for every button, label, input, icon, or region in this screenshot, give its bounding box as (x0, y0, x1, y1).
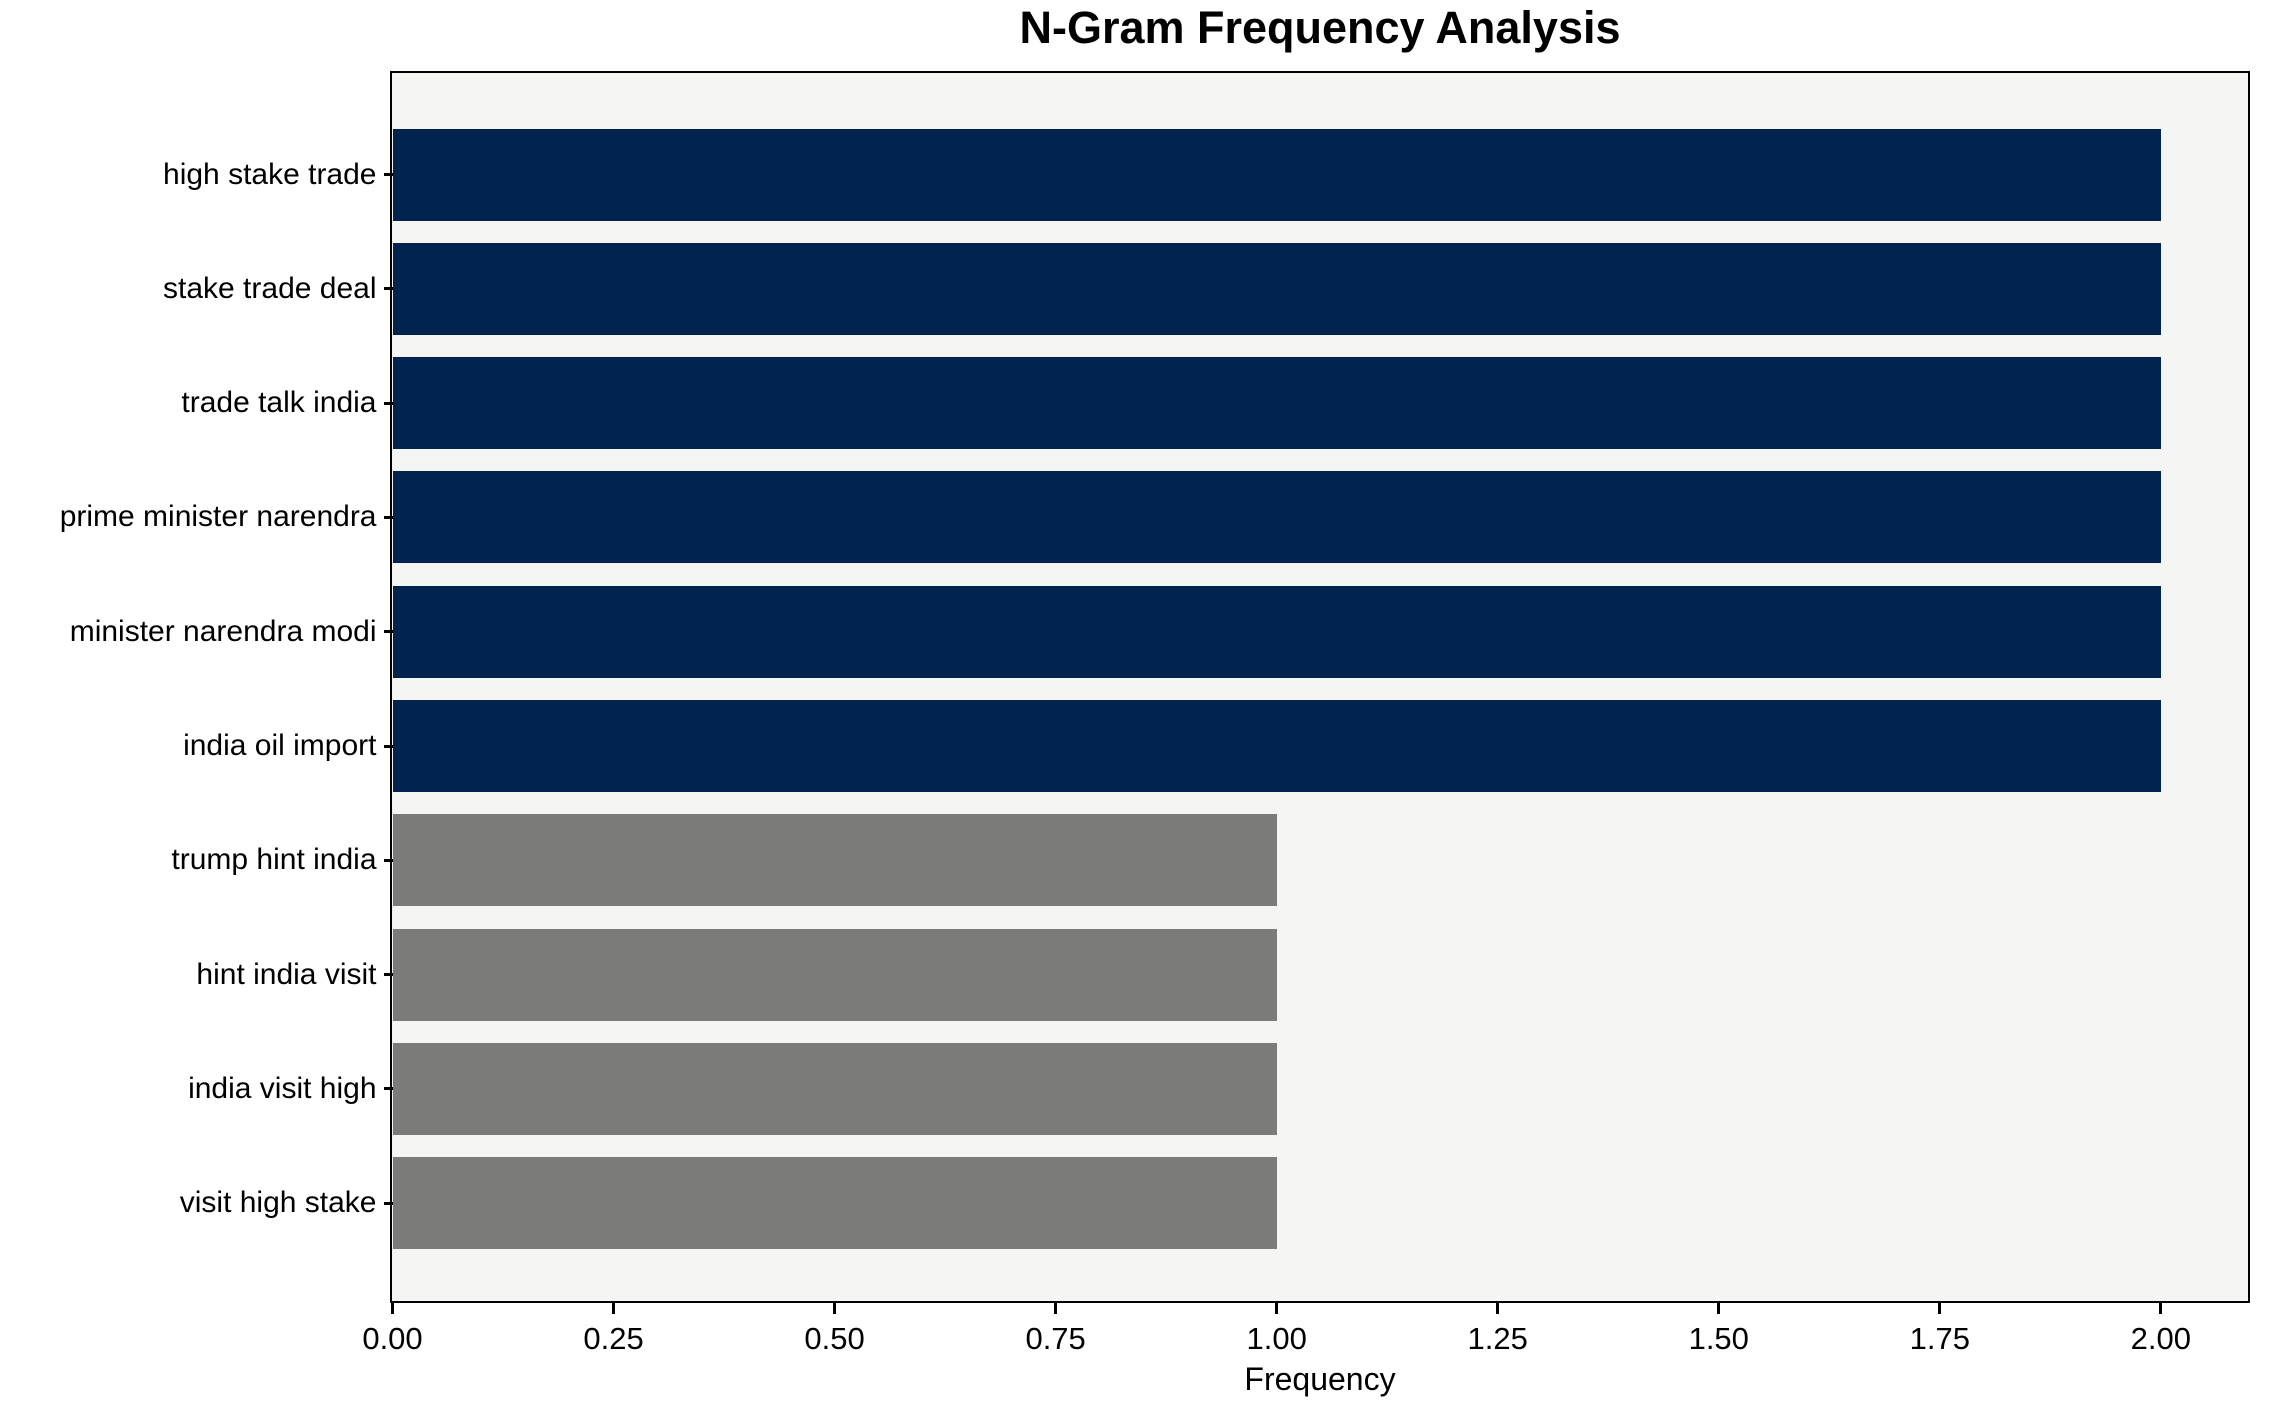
x-tick-mark (391, 1303, 394, 1314)
y-tick-mark (383, 515, 393, 519)
y-tick-mark (383, 973, 393, 977)
y-tick-mark (383, 744, 393, 748)
y-tick-mark (383, 401, 393, 405)
x-tick-mark (2159, 1303, 2163, 1314)
x-tick-label: 1.50 (1688, 1320, 1749, 1356)
bar-trump-hint-india (392, 814, 1277, 907)
x-axis-label: Frequency (1244, 1361, 1396, 1397)
y-tick-mark (383, 1201, 393, 1205)
x-tick-label: 1.75 (1909, 1320, 1970, 1356)
y-tick-label: prime minister narendra (59, 500, 377, 534)
x-tick-label: 0.50 (804, 1320, 865, 1356)
y-tick-label: minister narendra modi (69, 614, 377, 648)
y-tick-label: visit high stake (179, 1186, 377, 1220)
y-tick-mark (383, 630, 393, 634)
y-tick-label: stake trade deal (163, 271, 377, 305)
y-tick-mark (383, 1087, 393, 1091)
x-tick-label: 2.00 (2130, 1320, 2192, 1356)
bar-minister-narendra-modi (392, 585, 2161, 678)
x-tick-label: 1.00 (1246, 1320, 1307, 1356)
bar-india-oil-import (392, 700, 2161, 792)
y-tick-label: trade talk india (181, 386, 377, 420)
y-tick-label: high stake trade (163, 157, 377, 191)
x-tick-label: 0.25 (583, 1320, 644, 1356)
bar-india-visit-high (392, 1042, 1277, 1135)
x-tick-mark (1054, 1303, 1058, 1314)
x-tick-mark (833, 1303, 837, 1314)
y-tick-label: india visit high (188, 1071, 377, 1105)
bar-trade-talk-india (392, 357, 2161, 450)
x-tick-label: 0.00 (362, 1320, 423, 1356)
x-tick-mark (1938, 1303, 1942, 1314)
bar-stake-trade-deal (392, 242, 2161, 335)
y-tick-label: trump hint india (171, 843, 377, 877)
y-tick-mark (383, 858, 393, 862)
bar-high-stake-trade (392, 128, 2161, 221)
y-tick-mark (383, 287, 393, 291)
y-tick-label: india oil import (183, 729, 377, 762)
y-tick-label: hint india visit (196, 957, 377, 991)
bar-hint-india-visit (392, 928, 1277, 1021)
chart-title: N-Gram Frequency Analysis (1019, 2, 1621, 53)
axes: high stake trade stake trade deal trade ta… (60, 74, 2248, 1354)
bar-visit-high-stake (392, 1157, 1277, 1250)
x-tick-mark (1496, 1303, 1500, 1314)
x-tick-mark (612, 1303, 616, 1314)
x-tick-label: 1.25 (1467, 1320, 1528, 1356)
bar-prime-minister-narendra (392, 471, 2161, 564)
x-tick-mark (1717, 1303, 1721, 1314)
x-tick-mark (1275, 1303, 1279, 1314)
x-tick-label: 0.75 (1025, 1320, 1086, 1356)
y-tick-mark (383, 173, 393, 176)
